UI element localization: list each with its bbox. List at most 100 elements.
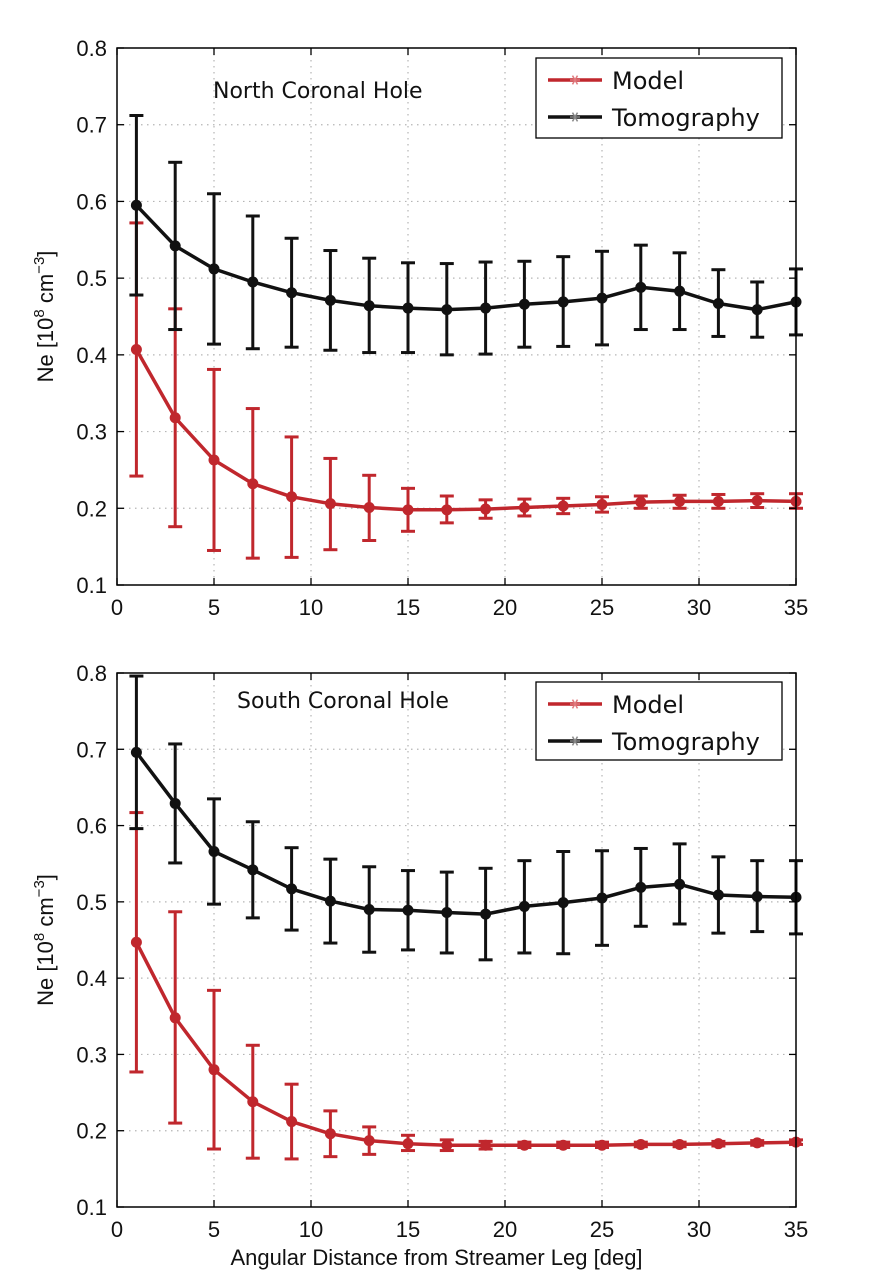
data-point xyxy=(635,881,647,893)
legend-item-tomography: Tomography xyxy=(548,104,760,132)
y-tick-label: 0.3 xyxy=(76,420,107,445)
data-point xyxy=(751,891,763,903)
data-point xyxy=(635,496,647,508)
chart-panel-north: 0 5 10 15 20 25 30 35 0.1 0.2 0.3 0.4 0.5 0.6 0.7 0.8 Ne… xyxy=(31,36,808,620)
series-line xyxy=(135,204,797,312)
x-tick-label: 30 xyxy=(687,595,711,620)
data-point xyxy=(402,904,414,916)
y-axis-label: Ne [108 cm−3] xyxy=(31,874,58,1006)
data-point xyxy=(712,297,724,309)
y-axis-label-part: −3 xyxy=(31,257,48,274)
legend-marker xyxy=(571,75,579,85)
y-tick-label: 0.4 xyxy=(76,343,107,368)
y-tick-label: 0.7 xyxy=(76,737,107,762)
legend-label: Model xyxy=(612,67,684,95)
data-point xyxy=(130,343,142,355)
data-point xyxy=(247,1096,259,1108)
x-tick-label: 30 xyxy=(687,1217,711,1242)
series-tomography xyxy=(129,114,803,357)
x-tick-label: 25 xyxy=(590,1217,614,1242)
data-point xyxy=(518,900,530,912)
y-axis-label-part: Ne [10 xyxy=(33,318,58,383)
data-point xyxy=(441,304,453,316)
legend-marker xyxy=(571,699,579,709)
data-point xyxy=(208,263,220,275)
data-point xyxy=(712,889,724,901)
legend-item-model: Model xyxy=(548,67,684,95)
y-tick-label: 0.2 xyxy=(76,496,107,521)
y-axis-label-part: ] xyxy=(33,251,58,257)
x-tick-label: 20 xyxy=(493,1217,517,1242)
data-point xyxy=(480,302,492,314)
data-point xyxy=(130,199,142,211)
x-tick-label: 25 xyxy=(590,595,614,620)
legend: Model Tomography xyxy=(535,681,783,761)
data-point xyxy=(596,1139,608,1151)
data-point xyxy=(247,864,259,876)
y-tick-label: 0.8 xyxy=(76,36,107,61)
data-point xyxy=(518,502,530,514)
data-point xyxy=(247,478,259,490)
series-model xyxy=(129,811,803,1161)
data-point xyxy=(674,1138,686,1150)
data-point xyxy=(208,1064,220,1076)
data-point xyxy=(596,892,608,904)
data-point xyxy=(402,504,414,516)
x-tick-label: 20 xyxy=(493,595,517,620)
y-tick-label: 0.6 xyxy=(76,189,107,214)
data-point xyxy=(208,846,220,858)
y-axis-label: Ne [108 cm−3] xyxy=(31,251,58,383)
y-tick-label: 0.5 xyxy=(76,890,107,915)
panel-title: South Coronal Hole xyxy=(237,689,449,714)
data-point xyxy=(480,1139,492,1151)
data-point xyxy=(286,1116,298,1128)
data-point xyxy=(557,897,569,909)
y-tick-label: 0.2 xyxy=(76,1119,107,1144)
y-tick-label: 0.7 xyxy=(76,113,107,138)
data-point xyxy=(480,908,492,920)
data-point xyxy=(363,502,375,514)
data-point xyxy=(557,1139,569,1151)
y-tick-label: 0.5 xyxy=(76,266,107,291)
y-axis-label-part: 8 xyxy=(31,933,48,941)
data-point xyxy=(751,304,763,316)
series-line xyxy=(135,751,797,916)
y-axis-label-part: Ne [10 xyxy=(33,941,58,1006)
x-tick-label: 5 xyxy=(208,595,220,620)
data-point xyxy=(596,498,608,510)
y-tick-label: 0.4 xyxy=(76,966,107,991)
x-tick-label: 35 xyxy=(784,595,808,620)
data-point xyxy=(324,294,336,306)
data-point xyxy=(557,296,569,308)
data-point xyxy=(674,878,686,890)
legend-marker xyxy=(571,112,579,122)
data-point xyxy=(169,1012,181,1024)
data-point xyxy=(441,1139,453,1151)
y-axis-label-part: 8 xyxy=(31,309,48,317)
axes-frame xyxy=(116,672,797,1208)
panel-title: North Coronal Hole xyxy=(213,79,423,104)
data-point xyxy=(441,504,453,516)
series-line xyxy=(134,941,797,1147)
y-tick-label: 0.1 xyxy=(76,1195,107,1220)
y-tick-label: 0.3 xyxy=(76,1042,107,1067)
data-point xyxy=(169,412,181,424)
data-point xyxy=(324,895,336,907)
series-tomography xyxy=(129,674,803,962)
data-point xyxy=(324,498,336,510)
y-axis-label-part: cm xyxy=(33,274,58,309)
legend-box xyxy=(535,681,783,761)
data-point xyxy=(480,503,492,515)
data-point xyxy=(751,495,763,507)
legend: Model Tomography xyxy=(535,57,783,139)
data-point xyxy=(363,1135,375,1147)
data-point xyxy=(169,240,181,252)
x-tick-label: 35 xyxy=(784,1217,808,1242)
legend-box xyxy=(535,57,783,139)
data-point xyxy=(286,287,298,299)
data-point xyxy=(247,276,259,288)
y-tick-label: 0.8 xyxy=(76,661,107,686)
legend-label: Tomography xyxy=(611,104,760,132)
plot-area xyxy=(117,673,796,1207)
